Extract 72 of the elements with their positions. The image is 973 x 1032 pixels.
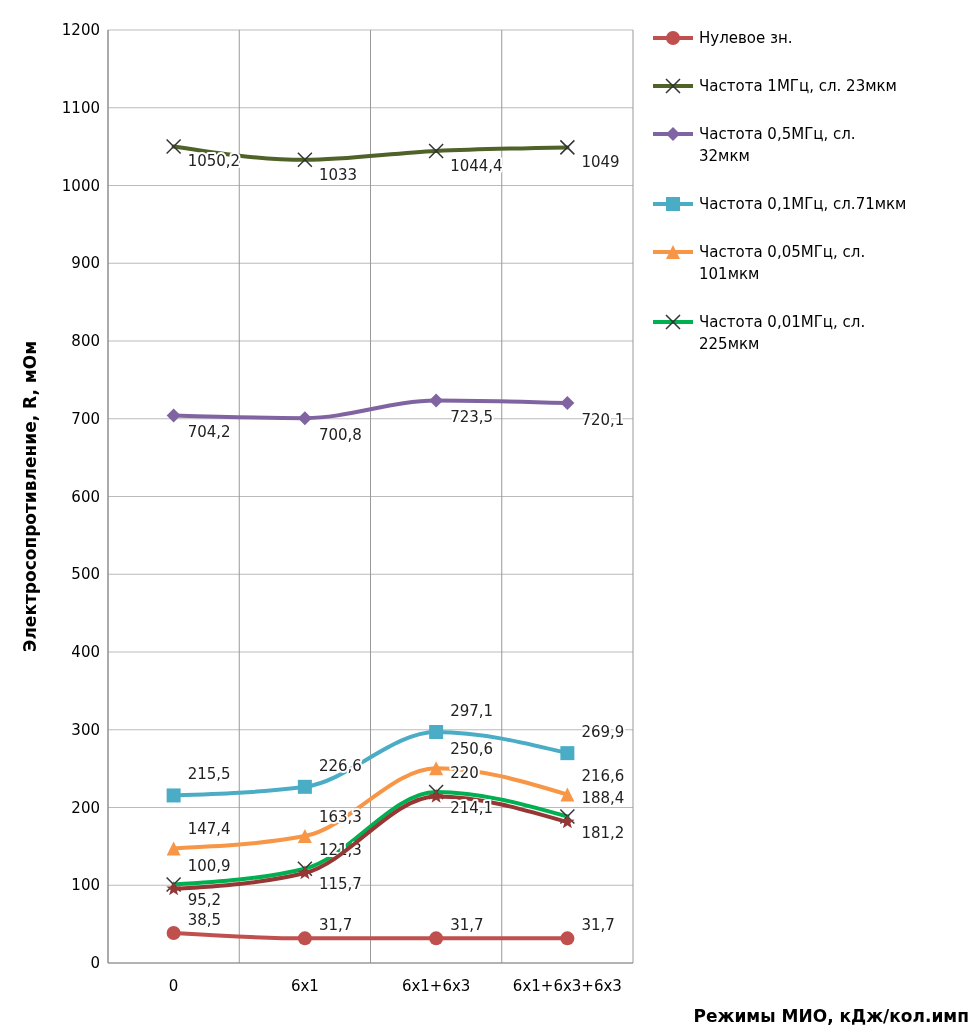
data-label: 31,7	[581, 916, 615, 935]
y-tick-label: 1000	[61, 176, 100, 195]
y-tick-label: 500	[71, 565, 100, 584]
point	[428, 143, 444, 159]
data-label: 95,2	[187, 890, 222, 909]
data-label: 720,1	[581, 411, 625, 430]
data-label: 214,1	[450, 798, 494, 817]
legend-label: Частота 0,1МГц, сл.71мкм	[699, 195, 907, 213]
point	[297, 152, 313, 168]
point	[166, 408, 181, 423]
y-tick-label: 1200	[61, 21, 100, 39]
data-label: 216,6	[581, 766, 625, 785]
legend-label: Частота 0,01МГц, сл. 225мкм	[699, 313, 866, 353]
point	[297, 779, 312, 794]
point	[560, 814, 575, 829]
legend-label: Нулевое зн.	[699, 29, 793, 47]
y-tick-label: 200	[71, 798, 100, 817]
point	[297, 931, 312, 946]
point	[428, 788, 444, 803]
point	[166, 841, 181, 856]
y-tick-label: 100	[71, 876, 100, 895]
data-label: 38,5	[187, 911, 222, 930]
y-tick-label: 900	[71, 254, 100, 273]
data-label: 704,2	[187, 423, 231, 442]
point	[166, 788, 181, 803]
point	[166, 881, 181, 896]
point	[429, 761, 444, 776]
data-label: 100,9	[187, 856, 231, 875]
point	[165, 138, 182, 155]
y-axis-title: Электросопротивление, R, мОм	[20, 340, 40, 653]
data-label: 181,2	[581, 824, 625, 843]
data-label: 215,5	[187, 765, 231, 784]
point	[560, 931, 575, 946]
data-label: 31,7	[318, 916, 353, 935]
x-tick-label: 6x1	[290, 977, 319, 995]
point	[297, 829, 312, 844]
point	[429, 931, 444, 946]
point	[560, 746, 575, 761]
y-tick-label: 300	[71, 720, 100, 739]
data-label: 31,7	[450, 916, 484, 935]
point	[297, 411, 312, 426]
y-tick-label: 1100	[61, 98, 100, 117]
data-label: 1050,2	[187, 152, 241, 171]
data-label: 188,4	[581, 788, 625, 807]
x-tick-label: 6x1+6x3	[401, 977, 471, 995]
x-axis-title: Режимы МИО, кДж/кол.имп	[693, 1006, 969, 1026]
data-label: 1049	[581, 153, 620, 172]
y-tick-label: 0	[90, 954, 100, 972]
data-label: 250,6	[450, 740, 494, 759]
y-tick-label: 700	[71, 409, 100, 428]
legend-label: Частота 1МГц, сл. 23мкм	[699, 77, 897, 95]
y-tick-label: 800	[71, 332, 100, 350]
y-tick-label: 400	[71, 643, 100, 661]
point	[560, 787, 575, 802]
y-tick-label: 600	[71, 487, 100, 506]
point	[429, 725, 444, 740]
data-label: 297,1	[450, 702, 494, 720]
data-label: 723,5	[450, 408, 494, 427]
data-label: 147,4	[187, 820, 231, 839]
data-label: 700,8	[318, 426, 362, 445]
x-tick-label: 0	[168, 977, 179, 995]
point	[166, 926, 181, 941]
data-label: 115,7	[318, 875, 362, 894]
legend-label: Частота 0,5МГц, сл. 32мкм	[699, 125, 856, 165]
data-label: 269,9	[581, 723, 625, 742]
x-tick-label: 6x1+6x3+6x3	[512, 977, 622, 995]
point	[429, 393, 444, 408]
point	[560, 396, 575, 411]
legend-label: Частота 0,05МГц, сл. 101мкм	[699, 243, 866, 283]
data-label: 1033	[318, 165, 358, 184]
data-label: 1044,4	[450, 156, 503, 175]
point	[559, 139, 576, 156]
